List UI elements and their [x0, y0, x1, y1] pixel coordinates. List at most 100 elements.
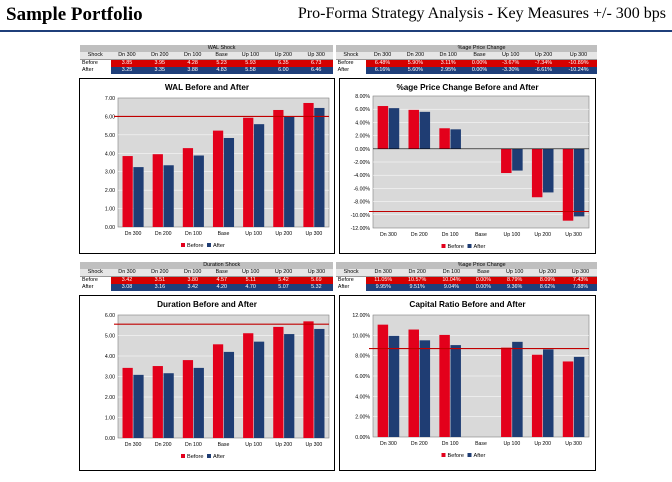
x-tick-label: Dn 100 — [442, 441, 459, 447]
table-cell: 4.57 — [209, 276, 235, 284]
y-tick-label: 0.00 — [105, 436, 115, 442]
column-header: Up 200 — [527, 52, 560, 60]
table-group-label: WAL Shock — [110, 45, 333, 52]
table-cell: 8.79% — [498, 276, 532, 284]
x-tick-label: Up 300 — [565, 232, 582, 238]
column-header: Up 100 — [494, 52, 528, 60]
row-label: Before — [80, 59, 111, 67]
table-cell: 4.83 — [209, 67, 235, 74]
bar-after — [512, 148, 523, 171]
y-tick-label: 12.00% — [352, 313, 370, 319]
table-cell: 5.32 — [299, 284, 333, 291]
x-tick-label: Base — [218, 442, 230, 448]
x-tick-label: Dn 100 — [185, 231, 202, 237]
column-header: Dn 200 — [398, 52, 432, 60]
y-tick-label: 8.00% — [355, 354, 370, 360]
column-header: Up 300 — [559, 52, 597, 60]
chart-title: %age Price Change Before and After — [396, 83, 539, 92]
table-gap — [332, 262, 336, 269]
table-cell: -7.34% — [527, 59, 560, 67]
bar-before — [152, 154, 163, 227]
table-cell: 6.73 — [299, 59, 333, 67]
y-tick-label: 3.00 — [105, 170, 115, 176]
row-label: After — [335, 284, 367, 291]
table-group-label: %age Price Change — [366, 262, 597, 269]
table-cell: 8.09% — [531, 276, 564, 284]
table-cell: 6.48% — [366, 59, 399, 67]
chart-title: Capital Ratio Before and After — [409, 300, 526, 309]
bar-before — [531, 354, 543, 437]
column-header: Dn 100 — [176, 269, 210, 277]
legend-swatch-after — [207, 243, 211, 247]
column-header: Up 200 — [266, 52, 300, 60]
bar-before — [408, 329, 419, 437]
y-tick-label: 2.00 — [105, 188, 115, 194]
table-cell: -3.67% — [494, 59, 528, 67]
table-cell: 6.00 — [266, 67, 300, 74]
column-header: Up 200 — [267, 269, 300, 277]
table-group-label: %age Price Change — [366, 45, 597, 52]
table-group-spacer — [80, 262, 111, 269]
bar-after — [163, 165, 174, 227]
chart-2: -12.00% -10.00% -8.00% -6.00% -4.00% -2.00% 0.… — [339, 78, 596, 254]
table-cell: 3.42 — [176, 284, 210, 291]
bar-after — [450, 129, 461, 149]
table-cell: 0.00% — [464, 67, 495, 74]
table-row: Before 3.85 3.95 4.28 5.23 5.93 6.35 6.73 Before… — [80, 59, 597, 67]
table-cell: 5.69 — [299, 276, 333, 284]
column-header: Shock — [80, 269, 111, 277]
plot-area — [117, 97, 330, 228]
column-header: Up 100 — [498, 269, 532, 277]
y-tick-label: 5.00 — [105, 334, 115, 340]
table-header-row: Shock Dn 300 Dn 200 Dn 100 Base Up 100 Up 200 U… — [80, 52, 597, 60]
bar-before — [303, 102, 314, 227]
legend-swatch-before — [441, 453, 446, 457]
table-cell: 7.88% — [564, 284, 597, 291]
table-cell: 3.08 — [110, 284, 144, 291]
table-cell: 6.46 — [299, 67, 333, 74]
row-label: Before — [80, 276, 111, 284]
table-gap — [332, 284, 336, 291]
column-header: Shock — [335, 269, 367, 277]
table-group-row: WAL Shock %age Price Change — [80, 45, 597, 52]
chart-3: 0.00 1.00 2.00 3.00 4.00 5.00 6.00 Duration Bef… — [79, 295, 335, 471]
y-tick-label: 4.00 — [105, 151, 115, 157]
bar-before — [439, 128, 450, 149]
bar-before — [182, 360, 194, 438]
bar-before — [377, 106, 389, 149]
legend-swatch-after — [467, 244, 472, 248]
table-cell: 8.62% — [531, 284, 564, 291]
chart-title: Duration Before and After — [157, 300, 258, 309]
x-tick-label: Up 200 — [534, 441, 551, 447]
table-cell: -10.24% — [559, 67, 597, 74]
x-tick-label: Base — [475, 441, 487, 447]
table-gap — [332, 52, 336, 60]
bar-after — [314, 328, 325, 438]
bar-before — [273, 326, 284, 438]
table-cell: 9.95% — [366, 284, 401, 291]
table-cell: 6.16% — [366, 67, 399, 74]
table-cell: 6.35 — [266, 59, 300, 67]
bar-after — [573, 148, 585, 217]
legend-label-before: Before — [448, 453, 464, 459]
bar-after — [253, 341, 265, 438]
table-cell: 0.00% — [468, 276, 499, 284]
x-tick-label: Dn 200 — [411, 232, 428, 238]
bar-before — [182, 148, 194, 227]
x-tick-label: Up 200 — [275, 231, 292, 237]
table-cell: 4.70 — [234, 284, 268, 291]
row-label: After — [80, 67, 111, 74]
column-header: Base — [464, 52, 495, 60]
column-header: Dn 200 — [400, 269, 435, 277]
x-tick-label: Base — [475, 232, 487, 238]
legend-swatch-before — [181, 454, 185, 458]
table-header-row: Shock Dn 300 Dn 200 Dn 100 Base Up 100 Up 200 U… — [80, 269, 597, 277]
y-tick-label: 0.00% — [355, 435, 370, 441]
row-label: Before — [335, 276, 367, 284]
legend-label-after: After — [474, 244, 486, 250]
bar-before — [562, 148, 574, 221]
x-tick-label: Up 200 — [275, 442, 292, 448]
table-gap — [332, 67, 336, 74]
y-tick-label: 4.00 — [105, 354, 115, 360]
row-label: After — [335, 67, 367, 74]
